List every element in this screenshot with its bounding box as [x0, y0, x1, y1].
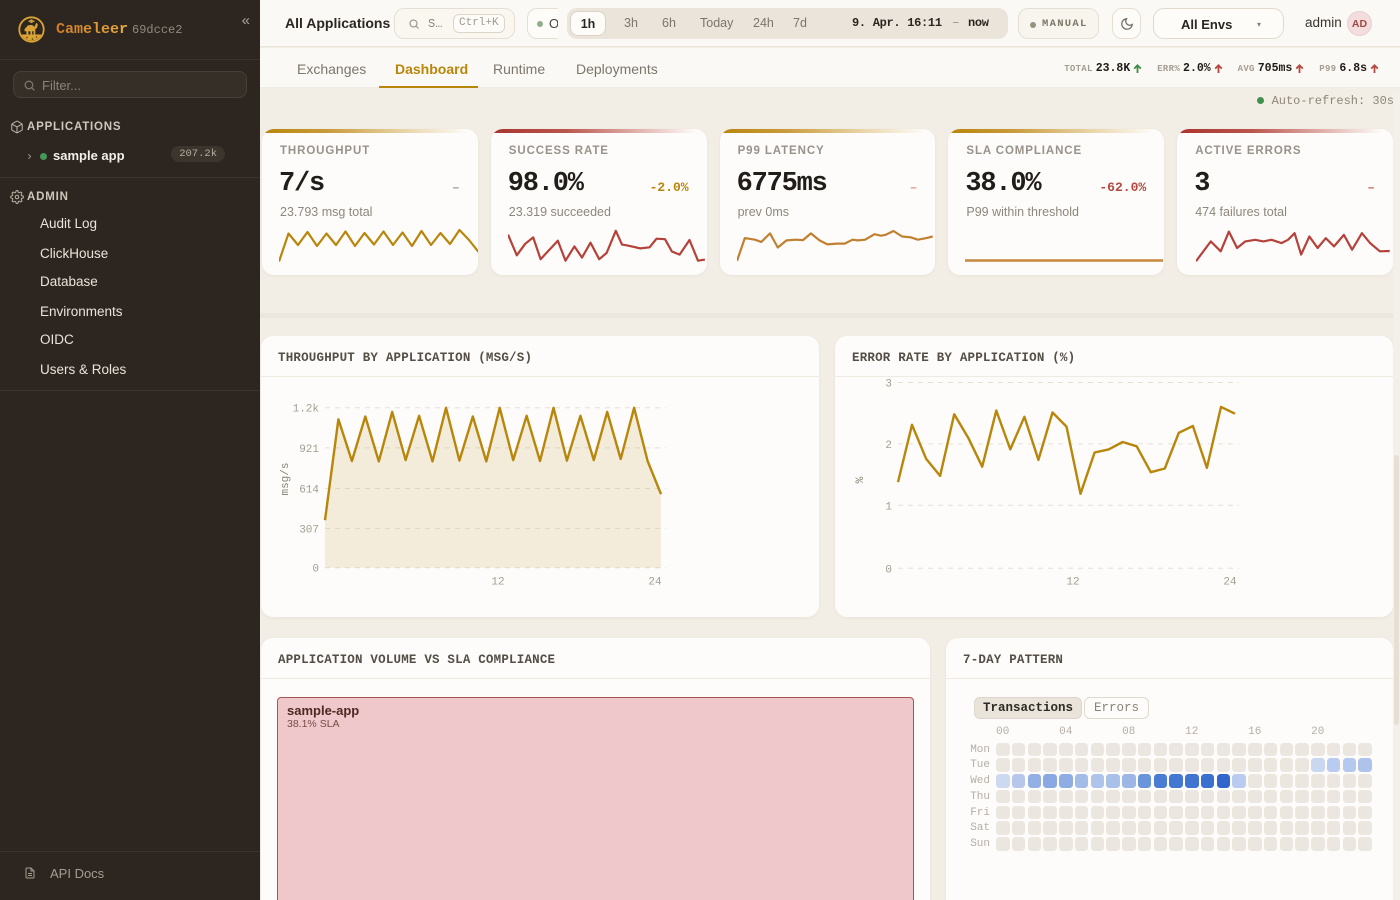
svg-text:msg/s: msg/s: [280, 462, 292, 495]
svg-text:1: 1: [885, 501, 892, 513]
svg-text:12: 12: [1066, 577, 1079, 589]
svg-text:921: 921: [299, 444, 319, 456]
svg-text:307: 307: [299, 524, 319, 536]
svg-text:12: 12: [491, 577, 504, 589]
svg-text:%: %: [855, 476, 867, 483]
svg-text:0: 0: [885, 564, 892, 576]
svg-text:0: 0: [312, 564, 319, 576]
svg-text:24: 24: [1223, 577, 1237, 589]
svg-text:24: 24: [648, 577, 662, 589]
svg-text:614: 614: [299, 485, 319, 497]
svg-text:3: 3: [885, 379, 892, 391]
svg-text:2: 2: [885, 440, 892, 452]
svg-text:1.2k: 1.2k: [293, 404, 320, 416]
